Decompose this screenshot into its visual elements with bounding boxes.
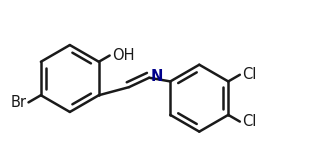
Text: N: N	[151, 69, 163, 84]
Text: Cl: Cl	[242, 67, 256, 82]
Text: Br: Br	[11, 95, 27, 110]
Text: Cl: Cl	[242, 114, 256, 129]
Text: OH: OH	[112, 48, 134, 63]
